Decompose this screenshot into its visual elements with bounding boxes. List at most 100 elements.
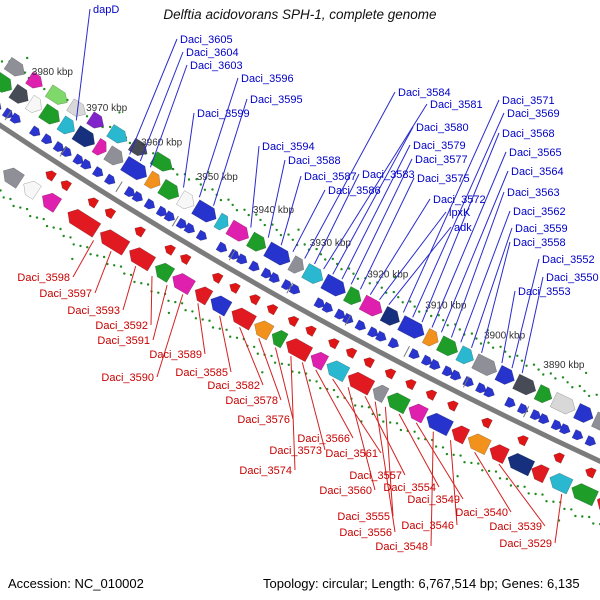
small-cds-arrow-forward bbox=[195, 229, 208, 241]
small-cds-arrow-forward bbox=[215, 241, 228, 253]
gene-label-forward: Daci_3571 bbox=[502, 95, 555, 107]
status-bar: Accession: NC_010002 Topology: circular;… bbox=[0, 570, 600, 600]
gene-arrow-forward bbox=[245, 231, 267, 252]
gene-label-forward: Daci_3577 bbox=[415, 154, 468, 166]
small-cds-arrow-reverse bbox=[134, 226, 147, 238]
gene-arrow-forward bbox=[421, 328, 439, 347]
small-cds-arrow-forward bbox=[91, 166, 104, 178]
genome-backbone bbox=[0, 122, 600, 464]
gene-label-reverse: Daci_3590 bbox=[101, 372, 154, 384]
gene-label-forward: Daci_3562 bbox=[513, 206, 566, 218]
gene-arrow-forward bbox=[591, 411, 600, 431]
gene-label-forward: Daci_3596 bbox=[241, 73, 294, 85]
gene-label-forward: Daci_3552 bbox=[542, 254, 595, 266]
small-cds-arrow-forward bbox=[155, 205, 168, 217]
gene-label-reverse: Daci_3561 bbox=[325, 448, 378, 460]
gene-arrow-forward bbox=[38, 103, 60, 125]
small-cds-arrow-forward bbox=[123, 185, 136, 198]
small-cds-arrow-forward bbox=[103, 173, 116, 185]
small-cds-arrow-forward bbox=[537, 413, 550, 425]
small-cds-arrow-reverse bbox=[447, 400, 459, 412]
gene-arrow-forward bbox=[191, 199, 217, 223]
gene-label-forward: Daci_3558 bbox=[513, 237, 566, 249]
gene-label-forward: Daci_3572 bbox=[433, 194, 486, 206]
small-cds-arrow-forward bbox=[1, 107, 14, 119]
small-cds-arrow-forward bbox=[313, 297, 326, 309]
gene-label-reverse: Daci_3598 bbox=[17, 272, 70, 284]
gene-label-forward: Daci_3569 bbox=[507, 108, 560, 120]
gene-label-forward: Daci_3605 bbox=[180, 34, 233, 46]
gene-arrow-reverse bbox=[231, 307, 257, 331]
gene-label-forward: Daci_3594 bbox=[262, 141, 315, 153]
gene-label-reverse: Daci_3593 bbox=[67, 305, 120, 317]
gene-arrow-forward bbox=[287, 255, 305, 274]
gene-label-reverse: Daci_3576 bbox=[237, 414, 290, 426]
gene-label-reverse: Daci_3529 bbox=[499, 538, 552, 550]
gene-arrow-forward bbox=[342, 286, 362, 306]
gene-arrow-reverse bbox=[254, 320, 275, 341]
small-cds-arrow-reverse bbox=[104, 208, 117, 220]
gene-arrow-forward bbox=[103, 145, 124, 166]
small-cds-arrow-reverse bbox=[585, 467, 597, 479]
gene-arrow-reverse bbox=[129, 247, 157, 272]
gene-arrow-reverse bbox=[372, 384, 390, 404]
small-cds-arrow-forward bbox=[529, 409, 542, 421]
small-cds-arrow-forward bbox=[60, 145, 72, 157]
small-cds-arrow-reverse bbox=[305, 325, 317, 337]
gene-arrow-reverse bbox=[426, 412, 454, 437]
tick-label: 3960 kbp bbox=[141, 138, 183, 149]
small-cds-arrow-reverse bbox=[405, 379, 417, 391]
gene-label-forward: Daci_3603 bbox=[190, 60, 243, 72]
small-cds-arrow-forward bbox=[183, 222, 196, 234]
small-cds-arrow-forward bbox=[558, 423, 571, 435]
small-cds-arrow-forward bbox=[235, 253, 248, 265]
gene-label-forward: Daci_3565 bbox=[509, 147, 562, 159]
gene-arrow-forward bbox=[0, 71, 12, 93]
small-cds-arrow-forward bbox=[163, 210, 176, 222]
small-cds-arrow-forward bbox=[288, 283, 301, 295]
gene-label-reverse: Daci_3539 bbox=[489, 521, 542, 533]
small-cds-arrow-reverse bbox=[384, 368, 397, 380]
small-cds-arrow-forward bbox=[387, 337, 400, 349]
small-cds-arrow-forward bbox=[584, 435, 597, 447]
gene-arrow-reverse bbox=[271, 330, 289, 349]
gene-label-reverse: Daci_3591 bbox=[97, 335, 150, 347]
gene-label-reverse: Daci_3597 bbox=[39, 288, 92, 300]
gene-label-reverse: Daci_3557 bbox=[349, 470, 402, 482]
gene-arrow-reverse bbox=[571, 483, 599, 507]
gene-arrow-forward bbox=[8, 83, 29, 104]
small-cds-arrow-reverse bbox=[517, 435, 529, 447]
small-cds-arrow-forward bbox=[321, 301, 334, 313]
gene-arrow-forward bbox=[533, 384, 553, 404]
small-cds-arrow-forward bbox=[449, 369, 462, 381]
gene-label-reverse: Daci_3582 bbox=[207, 380, 260, 392]
gene-arrow-reverse bbox=[100, 229, 131, 256]
gene-label-forward: Daci_3588 bbox=[288, 155, 341, 167]
gene-label-forward: Daci_3583 bbox=[362, 169, 415, 181]
gene-arrow-reverse bbox=[451, 425, 471, 445]
gene-arrow-forward bbox=[106, 124, 128, 144]
gene-arrow-reverse bbox=[42, 192, 63, 213]
gene-arrow-reverse bbox=[23, 180, 42, 200]
gene-feature-arrows bbox=[0, 56, 600, 510]
tick-label: 3980 kbp bbox=[32, 67, 74, 78]
gene-label-forward: Daci_3550 bbox=[546, 272, 599, 284]
gene-arrow-reverse bbox=[531, 464, 550, 484]
gene-arrow-forward bbox=[301, 263, 324, 284]
tick-label: 3930 kbp bbox=[310, 238, 352, 249]
gene-arrow-forward bbox=[175, 190, 195, 210]
small-cds-arrow-reverse bbox=[164, 244, 177, 256]
gene-arrow-reverse bbox=[347, 371, 376, 396]
gene-arrow-forward bbox=[44, 84, 68, 105]
gene-label-forward: Daci_3580 bbox=[416, 122, 469, 134]
small-cds-arrow-forward bbox=[408, 348, 420, 360]
small-cds-arrow-reverse bbox=[287, 315, 300, 328]
gene-arrow-reverse bbox=[3, 167, 25, 189]
small-cds-arrow-forward bbox=[280, 278, 293, 291]
gene-label-reverse: Daci_3556 bbox=[339, 527, 392, 539]
gene-label-forward: Daci_3579 bbox=[413, 140, 466, 152]
small-cds-arrow-forward bbox=[268, 271, 280, 284]
accession-text: Accession: NC_010002 bbox=[8, 576, 144, 591]
gene-label-forward: dapD bbox=[93, 4, 119, 16]
